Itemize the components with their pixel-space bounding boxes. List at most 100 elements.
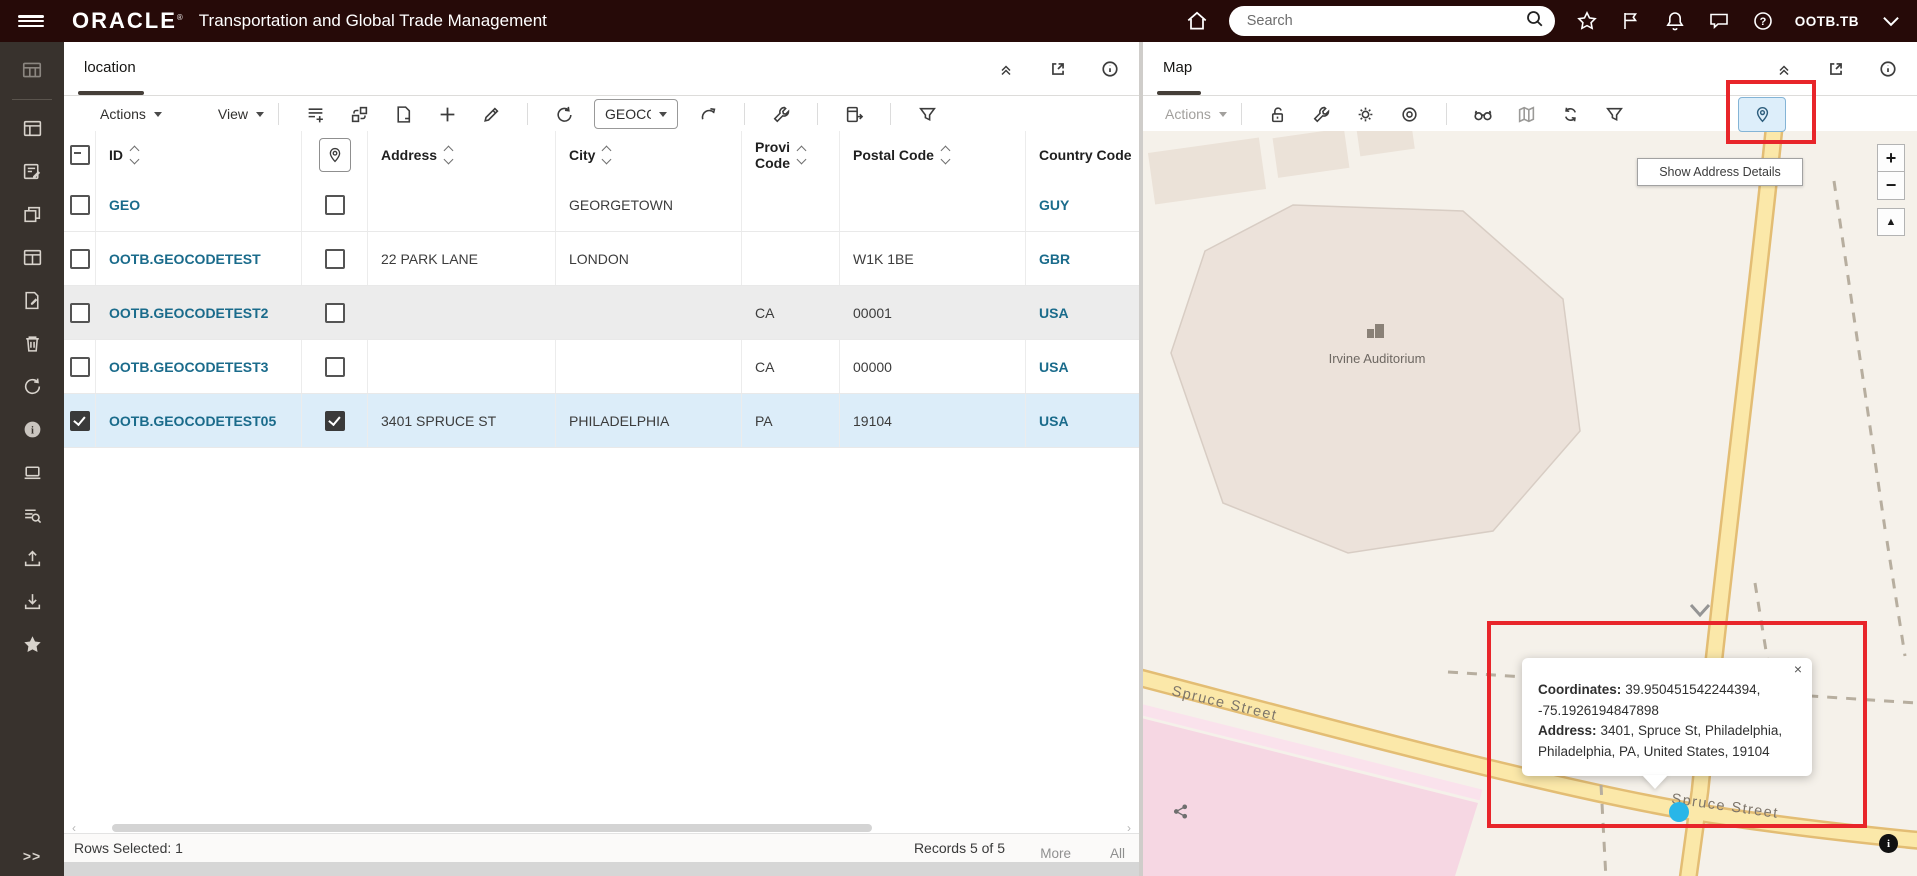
row-select-checkbox[interactable] <box>69 356 90 377</box>
table-row[interactable]: OOTB.GEOCODETEST3 CA 00000 USA <box>64 340 1139 394</box>
scrollbar-thumb[interactable] <box>112 824 872 832</box>
view-details-button[interactable] <box>1468 99 1498 129</box>
row-select-checkbox[interactable] <box>69 248 90 269</box>
sidebar-finder-grid-icon[interactable] <box>14 54 50 86</box>
column-header-postal[interactable]: Postal Code <box>840 131 1026 178</box>
redo-action-button[interactable] <box>693 99 723 129</box>
related-objects-button[interactable] <box>344 99 374 129</box>
country-link[interactable]: GBR <box>1039 250 1071 267</box>
popup-close-button[interactable]: × <box>1793 661 1802 677</box>
sort-icon[interactable] <box>796 145 807 164</box>
select-all-checkbox[interactable] <box>69 144 90 165</box>
tools-button[interactable] <box>766 99 796 129</box>
share-icon[interactable] <box>1173 804 1188 824</box>
sidebar-edit-form-icon[interactable] <box>14 155 50 187</box>
sidebar-info-icon[interactable]: i <box>14 413 50 445</box>
sidebar-list-search-icon[interactable] <box>14 499 50 531</box>
panel-info-icon[interactable] <box>1097 56 1123 82</box>
user-chevron-down-icon[interactable] <box>1879 9 1903 33</box>
sidebar-workstation-icon[interactable] <box>14 456 50 488</box>
table-row-selected[interactable]: OOTB.GEOCODETEST05 3401 SPRUCE ST PHILAD… <box>64 394 1139 448</box>
country-link[interactable]: USA <box>1039 358 1069 375</box>
all-button[interactable]: All <box>1109 846 1125 861</box>
id-link[interactable]: OOTB.GEOCODETEST3 <box>109 358 269 375</box>
actions-menu-button[interactable]: Actions <box>100 106 162 122</box>
country-link[interactable]: USA <box>1039 412 1069 429</box>
panel-divider[interactable] <box>1139 42 1143 876</box>
map-filter-button[interactable] <box>1600 99 1630 129</box>
sort-icon[interactable] <box>940 145 951 164</box>
export-data-button[interactable] <box>839 99 869 129</box>
pan-up-button[interactable]: ▲ <box>1877 208 1905 236</box>
scroll-right-icon[interactable]: › <box>1127 821 1131 835</box>
filter-button[interactable] <box>912 99 942 129</box>
sidebar-refresh-icon[interactable] <box>14 370 50 402</box>
column-header-id[interactable]: ID <box>96 131 302 178</box>
sidebar-upload-icon[interactable] <box>14 542 50 574</box>
map-actions-menu-button[interactable]: Actions <box>1165 106 1227 122</box>
table-row[interactable]: GEO GEORGETOWN GUY <box>64 178 1139 232</box>
add-lines-button[interactable] <box>300 99 330 129</box>
basemap-button[interactable] <box>1512 99 1542 129</box>
map-settings-button[interactable] <box>1351 99 1381 129</box>
center-target-button[interactable] <box>1395 99 1425 129</box>
map-attribution-info-button[interactable]: i <box>1879 834 1898 853</box>
id-link[interactable]: OOTB.GEOCODETEST <box>109 250 261 267</box>
sidebar-table-layout-icon[interactable] <box>14 112 50 144</box>
refresh-map-button[interactable] <box>1556 99 1586 129</box>
country-link[interactable]: USA <box>1039 304 1069 321</box>
row-map-checkbox[interactable] <box>324 356 345 377</box>
sidebar-edit-document-icon[interactable] <box>14 284 50 316</box>
hamburger-menu-button[interactable] <box>8 0 54 42</box>
zoom-out-button[interactable]: − <box>1877 172 1905 200</box>
row-select-checkbox[interactable] <box>69 302 90 323</box>
location-tab[interactable]: location <box>84 59 136 76</box>
sidebar-download-icon[interactable] <box>14 585 50 617</box>
search-input[interactable] <box>1244 12 1525 30</box>
show-address-details-button[interactable] <box>1738 97 1786 132</box>
column-header-address[interactable]: Address <box>368 131 556 178</box>
more-button[interactable]: More <box>1040 846 1071 861</box>
table-row[interactable]: OOTB.GEOCODETEST2 CA 00001 USA <box>64 286 1139 340</box>
home-icon[interactable] <box>1185 9 1209 33</box>
panel-info-icon[interactable] <box>1875 56 1901 82</box>
sidebar-split-table-icon[interactable] <box>14 241 50 273</box>
new-record-button[interactable] <box>432 99 462 129</box>
popout-panel-icon[interactable] <box>1045 56 1071 82</box>
sort-icon[interactable] <box>443 145 454 164</box>
column-header-city[interactable]: City <box>556 131 742 178</box>
unlock-button[interactable] <box>1263 99 1293 129</box>
geocode-select[interactable]: GEOCODE <box>594 99 679 129</box>
sort-icon[interactable] <box>129 145 140 164</box>
view-menu-button[interactable]: View <box>218 106 265 122</box>
notifications-bell-icon[interactable] <box>1663 9 1687 33</box>
edit-record-button[interactable] <box>476 99 506 129</box>
sidebar-expand-button[interactable]: >> <box>22 848 42 864</box>
country-link[interactable]: GUY <box>1039 196 1070 213</box>
map-tab[interactable]: Map <box>1163 59 1193 76</box>
zoom-in-button[interactable]: + <box>1877 144 1905 172</box>
row-select-checkbox[interactable] <box>69 194 90 215</box>
column-header-country[interactable]: Country Code <box>1039 146 1132 163</box>
sidebar-copy-icon[interactable] <box>14 198 50 230</box>
horizontal-scrollbar[interactable]: ‹ › <box>72 821 1131 835</box>
map-tools-button[interactable] <box>1307 99 1337 129</box>
user-menu[interactable]: OOTB.TB <box>1794 13 1859 29</box>
search-icon[interactable] <box>1525 9 1545 34</box>
row-map-checkbox[interactable] <box>324 194 345 215</box>
row-map-checkbox[interactable] <box>324 248 345 269</box>
popout-panel-icon[interactable] <box>1823 56 1849 82</box>
messages-icon[interactable] <box>1707 9 1731 33</box>
row-map-checkbox[interactable] <box>324 302 345 323</box>
collapse-panel-icon[interactable] <box>993 56 1019 82</box>
remove-document-button[interactable] <box>388 99 418 129</box>
location-marker[interactable] <box>1669 802 1689 822</box>
help-icon[interactable]: ? <box>1751 9 1775 33</box>
run-action-button[interactable] <box>549 99 579 129</box>
id-link[interactable]: GEO <box>109 196 141 213</box>
show-on-map-column-button[interactable] <box>318 137 351 172</box>
sidebar-delete-trash-icon[interactable] <box>14 327 50 359</box>
favorites-star-icon[interactable] <box>1575 9 1599 33</box>
column-header-province[interactable]: Provi Code <box>742 131 840 178</box>
table-row[interactable]: OOTB.GEOCODETEST 22 PARK LANE LONDON W1K… <box>64 232 1139 286</box>
